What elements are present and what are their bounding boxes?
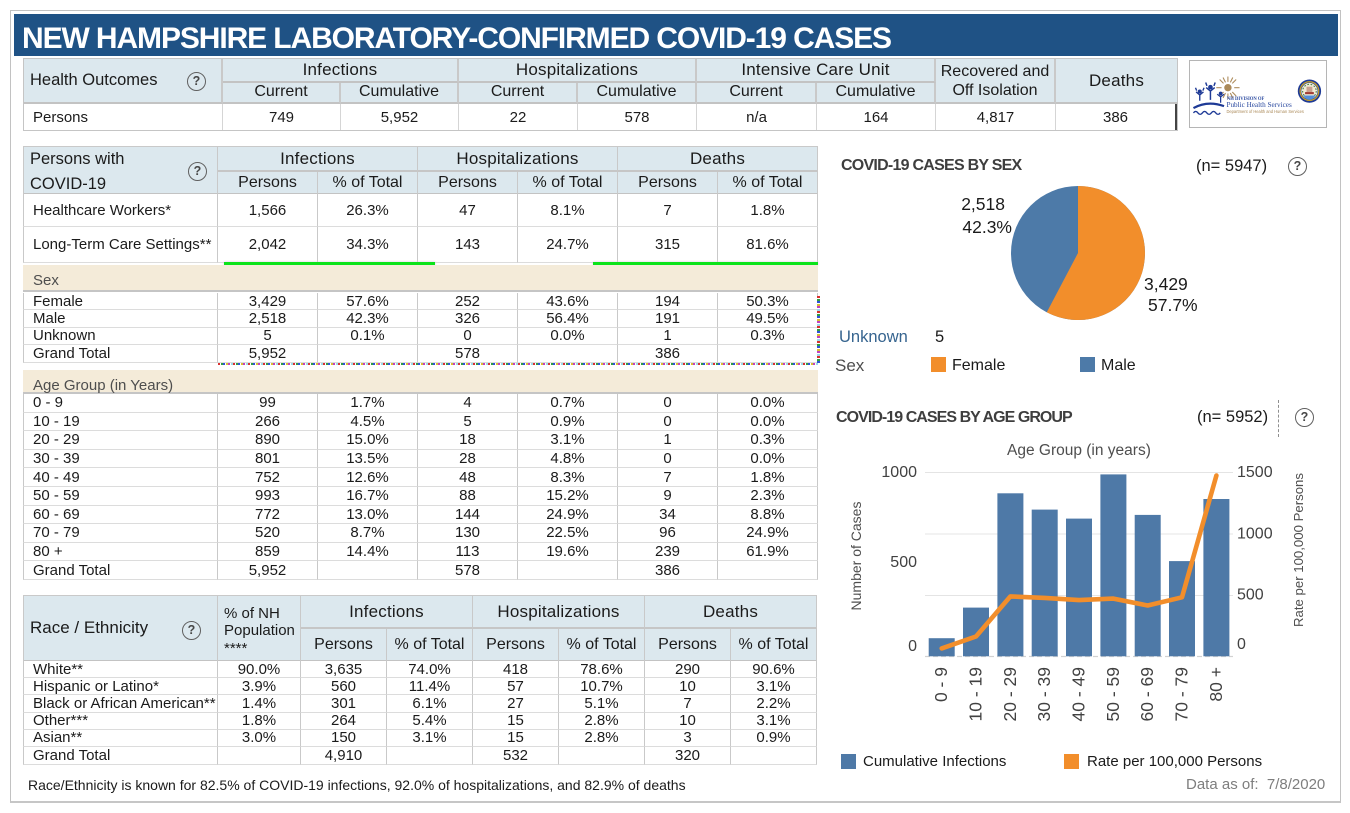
svg-text:0: 0 <box>1237 636 1246 653</box>
svg-text:500: 500 <box>1237 587 1264 604</box>
svg-text:30 - 39: 30 - 39 <box>1034 667 1054 721</box>
svg-text:Number of Cases: Number of Cases <box>848 502 864 611</box>
svg-text:10 - 19: 10 - 19 <box>966 667 986 721</box>
svg-text:500: 500 <box>890 554 917 571</box>
svg-text:20 - 29: 20 - 29 <box>1000 667 1020 721</box>
svg-text:NH DIVISION OF: NH DIVISION OF <box>1227 97 1265 102</box>
svg-text:80 +: 80 + <box>1206 667 1226 702</box>
svg-text:0 - 9: 0 - 9 <box>931 667 951 702</box>
svg-text:Public Health Services: Public Health Services <box>1226 101 1292 109</box>
svg-text:1000: 1000 <box>881 464 917 481</box>
svg-text:1000: 1000 <box>1237 526 1273 543</box>
svg-text:40 - 49: 40 - 49 <box>1069 667 1089 721</box>
svg-text:1500: 1500 <box>1237 464 1273 481</box>
svg-text:60 - 69: 60 - 69 <box>1137 667 1157 721</box>
svg-text:Department of Health and Human: Department of Health and Human Services <box>1226 109 1303 114</box>
svg-text:0: 0 <box>908 638 917 655</box>
svg-text:50 - 59: 50 - 59 <box>1103 667 1123 721</box>
svg-text:Rate per 100,000 Persons: Rate per 100,000 Persons <box>1291 473 1306 627</box>
svg-text:70 - 79: 70 - 79 <box>1172 667 1192 721</box>
